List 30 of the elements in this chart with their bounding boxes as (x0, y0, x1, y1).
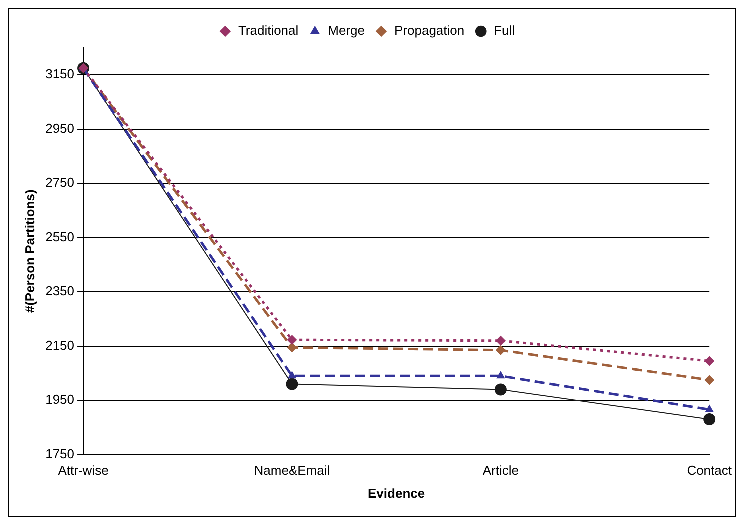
point (705, 404, 714, 412)
point (496, 371, 506, 379)
y-tick-label: 2550 (46, 229, 75, 244)
point (704, 356, 715, 366)
y-tick-label: 3150 (46, 66, 75, 82)
y-tick-label: 2350 (46, 284, 75, 299)
x-tick-label: Name&Email (254, 463, 330, 478)
y-tick-label: 2150 (46, 338, 75, 353)
legend-label: Propagation (394, 23, 465, 38)
legend-label: Traditional (238, 23, 299, 38)
y-axis-title: #(Person Partitions) (22, 190, 38, 314)
point (496, 345, 506, 356)
x-tick-label: Article (482, 463, 519, 478)
point (287, 342, 298, 353)
y-tick-label: 1750 (46, 446, 75, 462)
point (288, 371, 297, 379)
x-tick-label: Attr-wise (58, 463, 109, 478)
point (286, 378, 298, 390)
legend-label: Full (494, 23, 516, 38)
y-tick-label: 1950 (46, 392, 75, 408)
point (287, 335, 298, 346)
x-tick-label: Contact (687, 463, 732, 478)
point (704, 414, 716, 426)
point (704, 375, 715, 386)
y-tick-label: 2750 (46, 175, 75, 190)
legend-label: Merge (328, 23, 366, 38)
point (494, 384, 507, 396)
y-tick-label: 2950 (46, 120, 75, 136)
x-axis-title: Evidence (368, 486, 426, 501)
point (496, 336, 506, 346)
